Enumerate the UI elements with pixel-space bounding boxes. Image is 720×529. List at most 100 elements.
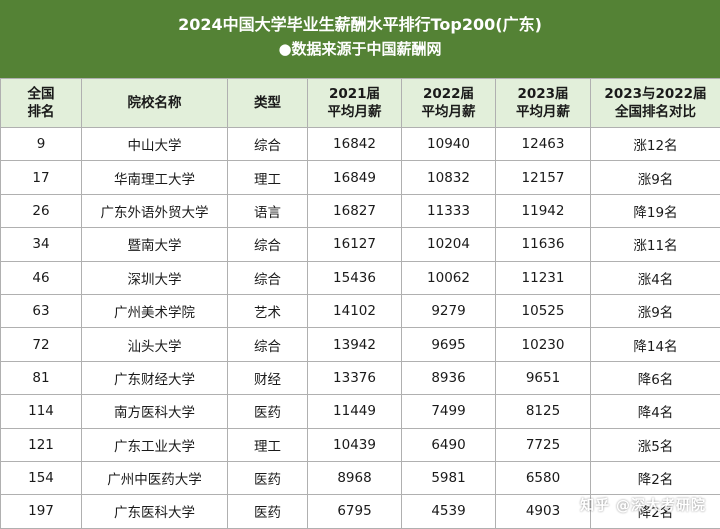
column-header-type: 类型 [228,79,308,128]
type-cell: 医药 [228,461,308,494]
school-cell: 中山大学 [82,128,228,161]
type-cell: 综合 [228,328,308,361]
column-header-rank: 全国排名 [1,79,82,128]
type-cell: 艺术 [228,294,308,327]
rank-change-cell: 涨9名 [591,161,720,194]
salary-2021-cell: 6795 [308,495,402,528]
school-cell: 广东财经大学 [82,361,228,394]
rank-change-cell: 涨11名 [591,228,720,261]
rank-cell: 72 [1,328,82,361]
column-header-2022: 2022届平均月薪 [402,79,496,128]
school-cell: 广东工业大学 [82,428,228,461]
salary-ranking-table: 全国排名 院校名称 类型 2021届平均月薪 2022届平均月薪 2023届平均… [0,78,720,529]
rank-cell: 197 [1,495,82,528]
school-cell: 暨南大学 [82,228,228,261]
salary-2022-cell: 10204 [402,228,496,261]
rank-change-cell: 涨5名 [591,428,720,461]
rank-cell: 63 [1,294,82,327]
type-cell: 财经 [228,361,308,394]
type-cell: 综合 [228,128,308,161]
type-cell: 综合 [228,228,308,261]
school-cell: 南方医科大学 [82,395,228,428]
salary-2021-cell: 16842 [308,128,402,161]
type-cell: 综合 [228,261,308,294]
salary-2023-cell: 11636 [496,228,591,261]
rank-cell: 17 [1,161,82,194]
rank-cell: 26 [1,194,82,227]
salary-2021-cell: 16127 [308,228,402,261]
rank-change-cell: 涨9名 [591,294,720,327]
rank-change-cell: 降14名 [591,328,720,361]
salary-2023-cell: 7725 [496,428,591,461]
salary-2023-cell: 11942 [496,194,591,227]
salary-2021-cell: 10439 [308,428,402,461]
rank-change-cell: 涨12名 [591,128,720,161]
watermark: 知乎 @深大考研院 [580,495,706,515]
type-cell: 医药 [228,495,308,528]
title-banner: 2024中国大学毕业生薪酬水平排行Top200(广东) ●数据来源于中国薪酬网 [0,0,720,78]
school-cell: 广州美术学院 [82,294,228,327]
type-cell: 语言 [228,194,308,227]
salary-2023-cell: 9651 [496,361,591,394]
salary-2022-cell: 9695 [402,328,496,361]
page-subtitle: ●数据来源于中国薪酬网 [0,38,720,60]
rank-cell: 34 [1,228,82,261]
rank-cell: 154 [1,461,82,494]
salary-2022-cell: 5981 [402,461,496,494]
salary-2023-cell: 10525 [496,294,591,327]
salary-2022-cell: 8936 [402,361,496,394]
school-cell: 深圳大学 [82,261,228,294]
salary-2023-cell: 12157 [496,161,591,194]
salary-2023-cell: 4903 [496,495,591,528]
rank-change-cell: 降2名 [591,461,720,494]
salary-2022-cell: 10062 [402,261,496,294]
table-header-row: 全国排名 院校名称 类型 2021届平均月薪 2022届平均月薪 2023届平均… [1,79,720,128]
rank-cell: 9 [1,128,82,161]
salary-2022-cell: 6490 [402,428,496,461]
rank-cell: 114 [1,395,82,428]
salary-2021-cell: 16849 [308,161,402,194]
salary-2021-cell: 16827 [308,194,402,227]
rank-change-cell: 降6名 [591,361,720,394]
page-title: 2024中国大学毕业生薪酬水平排行Top200(广东) [0,14,720,36]
column-header-rank-change: 2023与2022届全国排名对比 [591,79,720,128]
salary-2023-cell: 8125 [496,395,591,428]
salary-2022-cell: 4539 [402,495,496,528]
column-header-2021: 2021届平均月薪 [308,79,402,128]
salary-2023-cell: 11231 [496,261,591,294]
salary-2021-cell: 13942 [308,328,402,361]
school-cell: 汕头大学 [82,328,228,361]
salary-2022-cell: 10940 [402,128,496,161]
salary-2022-cell: 10832 [402,161,496,194]
salary-2021-cell: 14102 [308,294,402,327]
salary-2023-cell: 10230 [496,328,591,361]
salary-2021-cell: 15436 [308,261,402,294]
school-cell: 广东外语外贸大学 [82,194,228,227]
type-cell: 理工 [228,428,308,461]
column-header-school: 院校名称 [82,79,228,128]
salary-2023-cell: 12463 [496,128,591,161]
rank-change-cell: 降19名 [591,194,720,227]
rank-change-cell: 涨4名 [591,261,720,294]
column-header-2023: 2023届平均月薪 [496,79,591,128]
type-cell: 理工 [228,161,308,194]
rank-cell: 121 [1,428,82,461]
type-cell: 医药 [228,395,308,428]
salary-2022-cell: 9279 [402,294,496,327]
rank-cell: 81 [1,361,82,394]
salary-2021-cell: 13376 [308,361,402,394]
school-cell: 广州中医药大学 [82,461,228,494]
salary-2022-cell: 11333 [402,194,496,227]
school-cell: 广东医科大学 [82,495,228,528]
salary-2022-cell: 7499 [402,395,496,428]
